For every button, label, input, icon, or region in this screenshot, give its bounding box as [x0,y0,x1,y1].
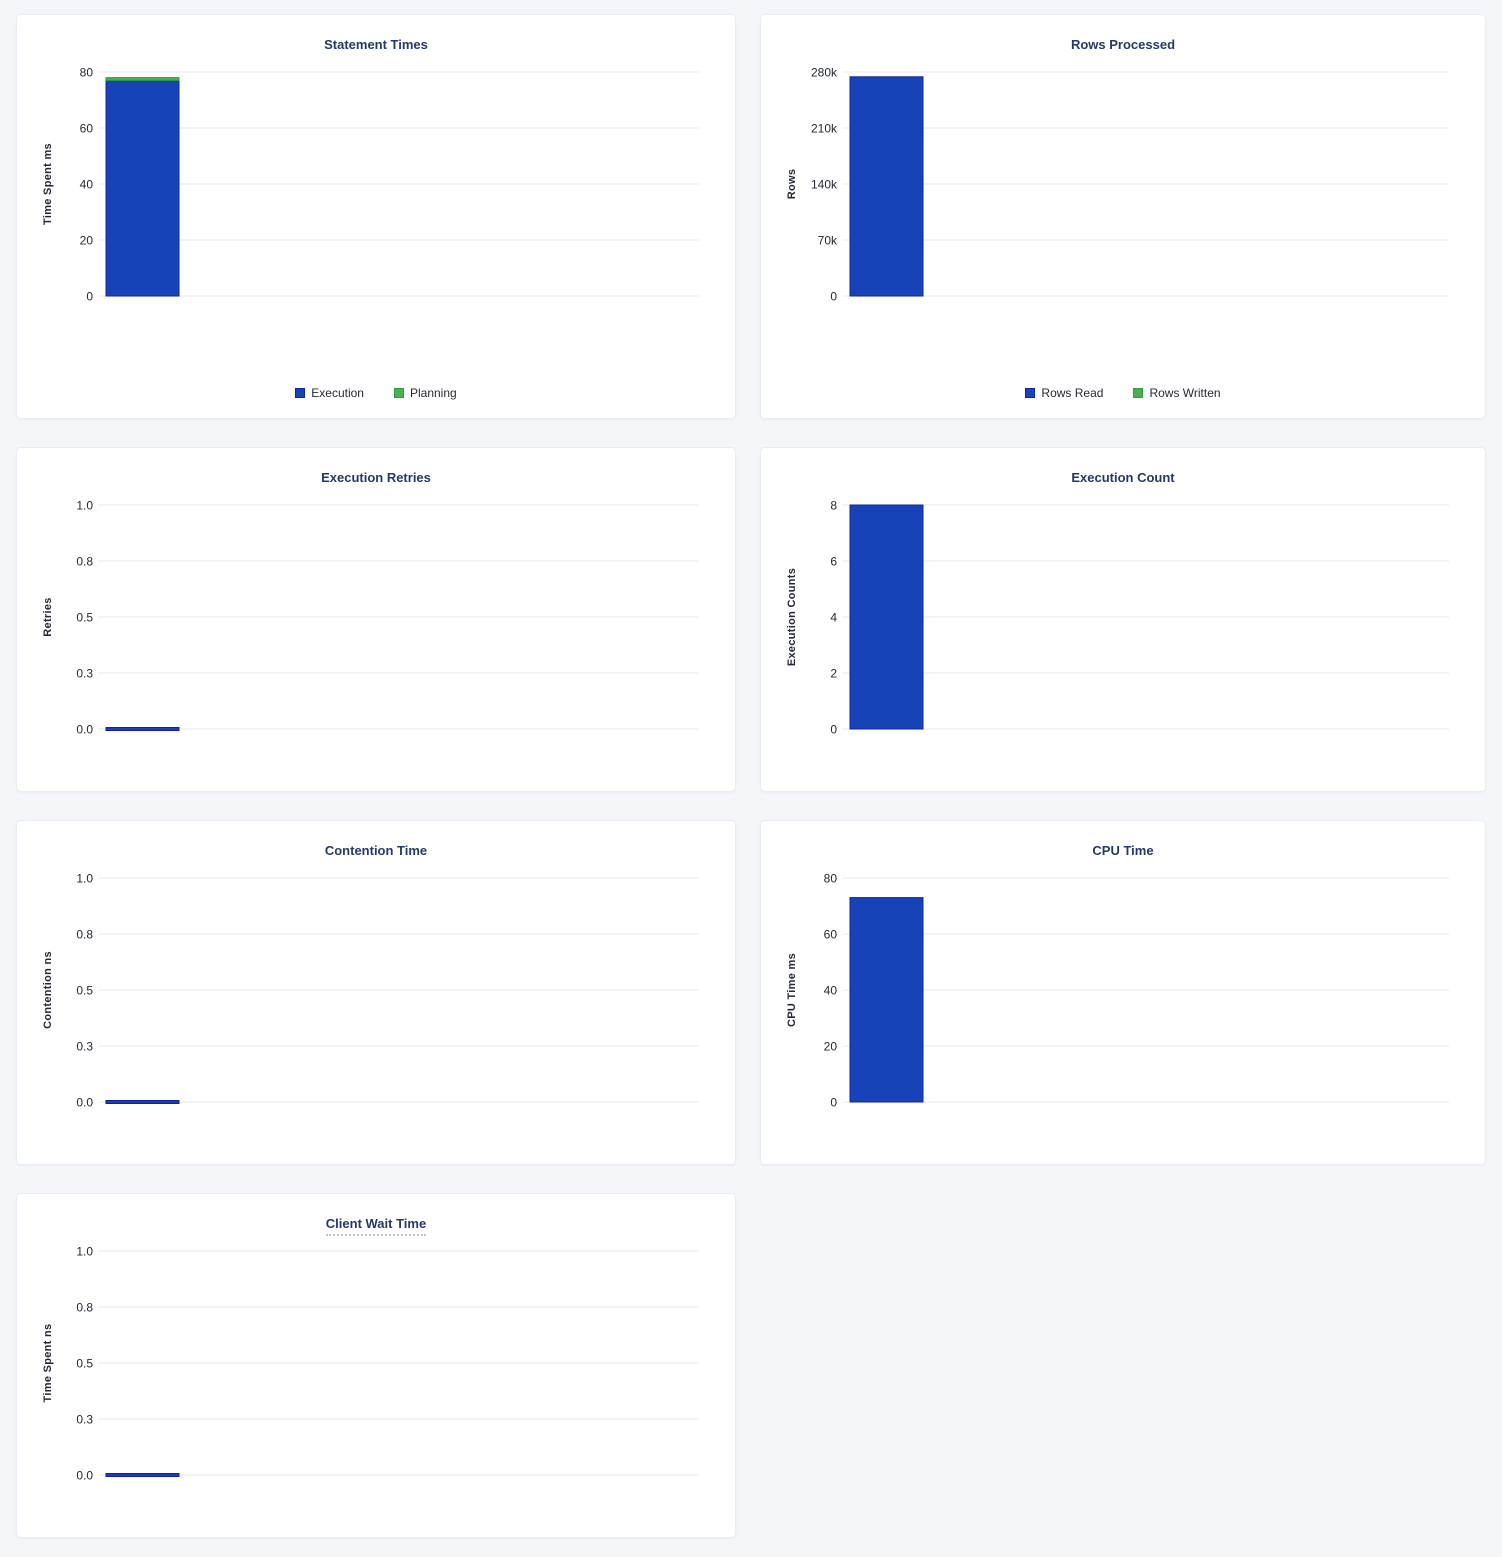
svg-text:0.0: 0.0 [76,1469,93,1483]
svg-text:0.0: 0.0 [76,1096,93,1110]
chart-title-rows-processed: Rows Processed [1070,37,1176,52]
rows-written-swatch-icon [1133,388,1144,398]
svg-text:4: 4 [830,611,837,625]
chart-title-contention-time: Contention Time [324,843,428,858]
legend-item-rows-read: Rows Read [1025,386,1103,400]
svg-text:0.5: 0.5 [76,1357,93,1371]
svg-text:2: 2 [830,667,837,681]
svg-text:Time Spent ms: Time Spent ms [42,143,54,225]
legend-item-execution: Execution [295,386,364,400]
contention-time-chart: 1.0 0.8 0.5 0.3 0.0 Contention ns [42,872,699,1110]
rows-processed-legend: Rows Read Rows Written [761,386,1485,400]
svg-text:60: 60 [80,122,94,136]
legend-item-planning: Planning [393,386,457,400]
svg-text:70k: 70k [818,234,838,248]
chart-title-client-wait-time[interactable]: Client Wait Time [17,1216,735,1236]
svg-text:0.8: 0.8 [76,1301,93,1315]
svg-text:0: 0 [830,723,837,737]
svg-text:140k: 140k [811,178,838,192]
svg-text:80: 80 [824,872,838,886]
svg-text:20: 20 [824,1040,838,1054]
svg-text:1.0: 1.0 [76,872,93,886]
svg-text:0.3: 0.3 [76,667,93,681]
legend-label-rows-read: Rows Read [1041,386,1104,400]
chart-panel-client-wait-time: Client Wait Time 1.0 0.8 0.5 0.3 0.0 Time Spe… [16,1193,736,1538]
svg-text:40: 40 [824,984,838,998]
svg-text:Time Spent ns: Time Spent ns [42,1324,54,1403]
svg-text:0.3: 0.3 [76,1040,93,1054]
statement-times-chart: 80 60 40 20 0 Time Spent ms [42,66,699,304]
chart-panel-rows-processed: Rows Processed 280k 210k 140k 70k 0 Rows Rows… [760,14,1486,419]
statement-times-legend: Execution Planning [17,386,735,400]
svg-text:0.3: 0.3 [76,1413,93,1427]
svg-text:6: 6 [830,555,837,569]
svg-text:Rows: Rows [786,169,798,200]
svg-text:Execution Counts: Execution Counts [786,568,798,666]
chart-panel-contention-time: Contention Time 1.0 0.8 0.5 0.3 0.0 Contentio… [16,820,736,1165]
svg-text:0.5: 0.5 [76,984,93,998]
svg-text:8: 8 [830,499,837,513]
execution-retries-chart: 1.0 0.8 0.5 0.3 0.0 Retries [42,499,699,737]
svg-text:20: 20 [80,234,94,248]
svg-text:CPU Time ms: CPU Time ms [786,953,798,1027]
execution-swatch-icon [295,388,306,398]
chart-title-execution-count: Execution Count [1071,470,1175,485]
svg-text:0.8: 0.8 [76,555,93,569]
chart-title-cpu-time: CPU Time [1092,843,1154,858]
svg-text:40: 40 [80,178,94,192]
legend-label-execution: Execution [311,386,364,400]
svg-text:0: 0 [830,1096,837,1110]
svg-text:0.5: 0.5 [76,611,93,625]
legend-item-rows-written: Rows Written [1133,386,1221,400]
chart-title-execution-retries: Execution Retries [321,470,431,485]
svg-text:0.8: 0.8 [76,928,93,942]
svg-text:80: 80 [80,66,94,80]
svg-text:60: 60 [824,928,838,942]
execution-count-chart: 8 6 4 2 0 Execution Counts [786,499,1449,737]
cpu-time-chart: 80 60 40 20 0 CPU Time ms [786,872,1449,1110]
chart-panel-cpu-time: CPU Time 80 60 40 20 0 CPU Time ms [760,820,1486,1165]
svg-text:0.0: 0.0 [76,723,93,737]
chart-panel-execution-retries: Execution Retries 1.0 0.8 0.5 0.3 0.0 Retries [16,447,736,792]
rows-read-swatch-icon [1025,388,1036,398]
svg-text:280k: 280k [811,66,838,80]
svg-text:Contention ns: Contention ns [42,951,54,1029]
svg-text:210k: 210k [811,122,838,136]
client-wait-time-chart: 1.0 0.8 0.5 0.3 0.0 Time Spent ns [42,1245,699,1483]
svg-text:1.0: 1.0 [76,499,93,513]
chart-panel-statement-times: Statement Times 80 60 40 20 0 Time Spent ms E… [16,14,736,419]
svg-text:1.0: 1.0 [76,1245,93,1259]
planning-swatch-icon [393,388,404,398]
chart-panel-execution-count: Execution Count 8 6 4 2 0 Execution Counts [760,447,1486,792]
legend-label-rows-written: Rows Written [1149,386,1221,400]
svg-text:Retries: Retries [42,597,54,636]
svg-text:0: 0 [830,290,837,304]
legend-label-planning: Planning [409,386,457,400]
chart-title-statement-times: Statement Times [324,37,428,52]
rows-processed-chart: 280k 210k 140k 70k 0 Rows [786,66,1449,304]
svg-text:0: 0 [86,290,93,304]
